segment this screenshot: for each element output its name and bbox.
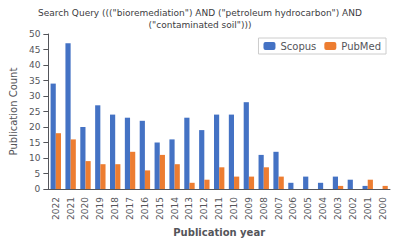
svg-text:2000: 2000 <box>378 197 388 220</box>
svg-text:2019: 2019 <box>95 197 105 220</box>
svg-text:2010: 2010 <box>229 197 239 220</box>
svg-text:Publication year: Publication year <box>173 227 265 238</box>
svg-text:50: 50 <box>29 29 41 39</box>
svg-text:20: 20 <box>29 122 41 132</box>
svg-text:Search Query ((("bioremediatio: Search Query ((("bioremediation") AND ("… <box>38 8 362 18</box>
svg-text:2022: 2022 <box>51 197 61 220</box>
svg-text:2002: 2002 <box>348 197 358 220</box>
svg-text:2008: 2008 <box>259 197 269 220</box>
svg-text:2017: 2017 <box>125 197 135 220</box>
svg-text:2009: 2009 <box>244 197 254 220</box>
svg-text:10: 10 <box>29 153 41 163</box>
svg-text:2018: 2018 <box>110 197 120 220</box>
svg-text:2006: 2006 <box>288 197 298 220</box>
svg-text:0: 0 <box>35 184 41 194</box>
svg-text:2014: 2014 <box>170 197 180 220</box>
svg-text:2001: 2001 <box>363 197 373 220</box>
svg-text:2016: 2016 <box>140 197 150 220</box>
svg-text:2004: 2004 <box>318 197 328 220</box>
svg-text:2020: 2020 <box>80 197 90 220</box>
svg-text:35: 35 <box>29 76 40 86</box>
svg-text:2015: 2015 <box>155 197 165 220</box>
svg-text:5: 5 <box>35 169 41 179</box>
svg-text:30: 30 <box>29 91 41 101</box>
svg-text:2013: 2013 <box>184 197 194 220</box>
svg-text:PubMed: PubMed <box>341 41 381 52</box>
svg-text:2005: 2005 <box>303 197 313 220</box>
svg-text:40: 40 <box>29 60 41 70</box>
svg-text:2011: 2011 <box>214 197 224 220</box>
svg-text:25: 25 <box>29 107 40 117</box>
svg-text:Scopus: Scopus <box>280 41 316 52</box>
svg-text:15: 15 <box>29 138 40 148</box>
svg-text:45: 45 <box>29 45 40 55</box>
svg-text:("contaminated soil"))): ("contaminated soil"))) <box>149 20 252 30</box>
svg-text:2012: 2012 <box>199 197 209 220</box>
svg-text:Publication Count: Publication Count <box>8 68 19 156</box>
svg-text:2021: 2021 <box>66 197 76 220</box>
svg-text:2007: 2007 <box>274 197 284 220</box>
svg-text:2003: 2003 <box>333 197 343 220</box>
